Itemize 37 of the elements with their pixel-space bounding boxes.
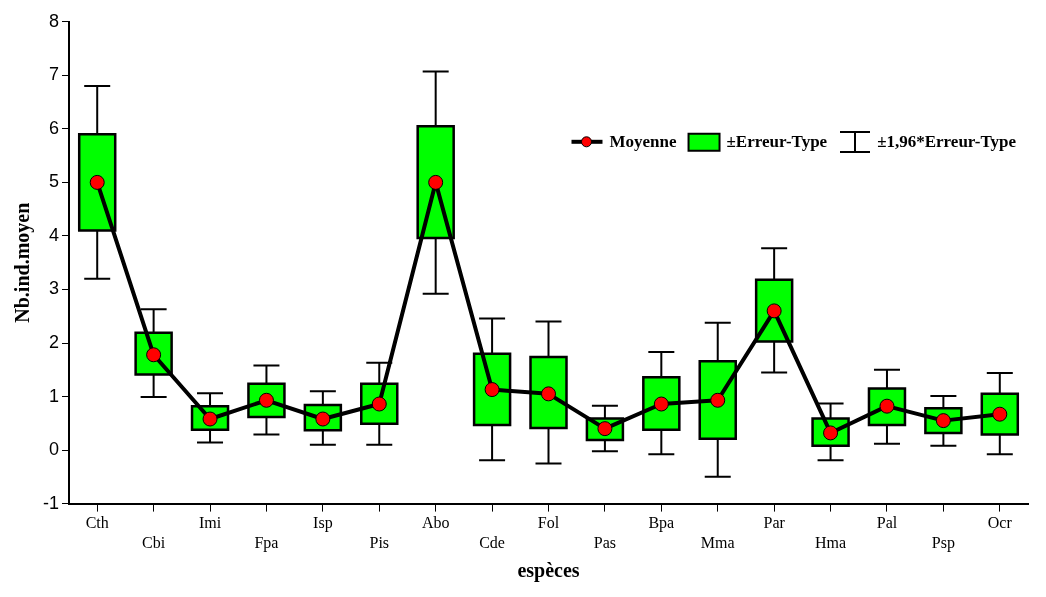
point (484, 382, 500, 398)
x-tick-label: Psp (931, 533, 955, 552)
x-tick-label: Pis (369, 533, 390, 551)
y-tick-label: 5 (48, 171, 59, 192)
x-tick-label: Abo (421, 514, 450, 532)
y-tick-label: 7 (48, 64, 59, 85)
point (428, 174, 444, 190)
y-tick-label: 3 (48, 278, 59, 299)
x-tick-label: Isp (313, 514, 333, 533)
x-tick-label: Hma (815, 533, 847, 551)
y-axis-title: Nb.ind.moyen (11, 202, 35, 323)
x-axis-title: espèces (517, 559, 580, 583)
x-tick-label: Cth (85, 514, 109, 532)
x-tick-label: Pas (593, 533, 617, 551)
legend-label: ±Erreur-Type (726, 132, 828, 152)
point (710, 392, 726, 408)
x-tick-label: Ocr (987, 514, 1013, 532)
legend-label: Moyenne (609, 132, 677, 152)
x-tick-label: Pal (876, 514, 898, 532)
x-tick-label: Bpa (648, 514, 675, 533)
point (89, 174, 105, 190)
y-tick-label: -1 (42, 492, 59, 513)
y-tick-label: 0 (48, 439, 59, 460)
y-tick-label: 6 (48, 117, 59, 138)
y-tick-label: 1 (48, 385, 59, 406)
x-tick-label: Imi (198, 514, 222, 532)
point (541, 386, 556, 402)
annotation: ±1,96*Erreur-Type (877, 132, 1017, 152)
x-tick-label: Mma (700, 533, 735, 551)
y-tick-label: 8 (48, 10, 59, 31)
x-tick-label: Fpa (254, 533, 279, 552)
x-tick-label: Cbi (142, 533, 166, 551)
x-tick-label: Cde (479, 533, 505, 551)
y-tick-label: 4 (48, 224, 59, 245)
x-tick-label: Par (763, 514, 786, 532)
y-tick-label: 2 (48, 331, 59, 352)
x-tick-label: Fol (537, 514, 560, 532)
